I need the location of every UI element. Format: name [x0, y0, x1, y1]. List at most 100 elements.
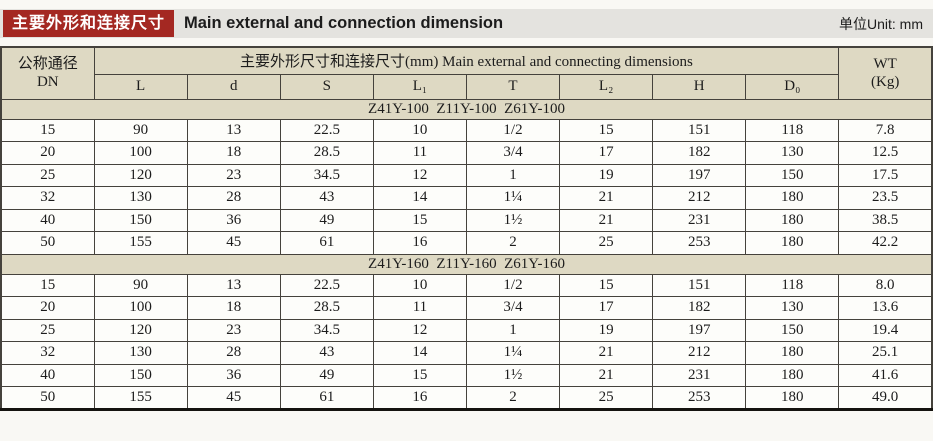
table-cell: 212 [652, 186, 747, 210]
column-header-dn-cn: 公称通径 [17, 55, 78, 72]
column-header-l2: L₂ [559, 73, 654, 100]
table-row: 40 150 36 49 15 1½ 21 231 180 38.5 [0, 208, 933, 232]
table-cell: 2 [465, 386, 561, 410]
table-cell: 15 [559, 273, 654, 297]
unit-label: 单位Unit: mm [839, 15, 923, 32]
dimension-table: 公称通径 DN 主要外形尺寸和连接尺寸(mm) Main external an… [0, 46, 933, 411]
table-cell: 10 [372, 118, 467, 142]
table-cell: 21 [559, 341, 654, 365]
table-cell: 15 [559, 118, 654, 142]
table-row: 50 155 45 61 16 2 25 253 180 49.0 [0, 386, 933, 410]
table-cell: 20 [0, 141, 95, 165]
column-header-wt-label: WT [873, 55, 897, 72]
table-cell: 1¼ [465, 341, 561, 365]
table-cell: 28 [186, 341, 281, 365]
table-cell: 13.6 [838, 296, 933, 320]
table-cell: 18 [186, 296, 281, 320]
table-row: 32 130 28 43 14 1¼ 21 212 180 23.5 [0, 186, 933, 210]
table-cell: 120 [93, 318, 188, 342]
table-cell: 212 [652, 341, 747, 365]
table-cell: 22.5 [279, 273, 374, 297]
table-cell: 8.0 [838, 273, 933, 297]
table-cell: 34.5 [279, 318, 374, 342]
table-cell: 155 [93, 386, 188, 410]
column-header-d0: D₀ [745, 73, 840, 100]
table-cell: 3/4 [465, 296, 561, 320]
column-header-dn: 公称通径 DN [0, 46, 95, 100]
table-cell: 2 [465, 231, 561, 255]
section-title-row: Z41Y-160 Z11Y-160 Z61Y-160 [0, 253, 933, 275]
table-row: 25 120 23 34.5 12 1 19 197 150 19.4 [0, 318, 933, 342]
table-cell: 231 [652, 363, 747, 387]
table-cell: 61 [279, 231, 374, 255]
table-cell: 22.5 [279, 118, 374, 142]
page-title: Main external and connection dimension [184, 14, 504, 32]
table-cell: 43 [279, 186, 374, 210]
table-row: 32 130 28 43 14 1¼ 21 212 180 25.1 [0, 341, 933, 365]
column-header-l1: L₁ [372, 73, 467, 100]
table-cell: 15 [372, 208, 467, 232]
header-row-1: 公称通径 DN 主要外形尺寸和连接尺寸(mm) Main external an… [0, 46, 933, 100]
table-cell: 197 [652, 163, 747, 187]
table-cell: 21 [559, 186, 654, 210]
table-row: 15 90 13 22.5 10 1/2 15 151 118 7.8 [0, 118, 933, 142]
table-cell: 12 [372, 318, 467, 342]
table-cell: 32 [0, 186, 95, 210]
table-cell: 25 [559, 386, 654, 410]
table-cell: 40 [0, 208, 95, 232]
table-cell: 150 [745, 318, 840, 342]
table-cell: 100 [93, 141, 188, 165]
table-cell: 1½ [465, 363, 561, 387]
table-cell: 1 [465, 318, 561, 342]
table-cell: 49 [279, 208, 374, 232]
column-header-h: H [652, 73, 747, 100]
table-cell: 10 [372, 273, 467, 297]
table-cell: 15 [372, 363, 467, 387]
table-cell: 1/2 [465, 273, 561, 297]
table-row: 20 100 18 28.5 11 3/4 17 182 130 12.5 [0, 141, 933, 165]
table-cell: 13 [186, 118, 281, 142]
table-cell: 182 [652, 296, 747, 320]
table-cell: 180 [745, 208, 840, 232]
table-cell: 43 [279, 341, 374, 365]
table-cell: 3/4 [465, 141, 561, 165]
table-cell: 1½ [465, 208, 561, 232]
header-row-2: L d S L₁ T L₂ H D₀ [1, 73, 932, 100]
table-cell: 253 [652, 231, 747, 255]
table-cell: 25.1 [838, 341, 933, 365]
section-title: Z41Y-100 Z11Y-100 Z61Y-100 [0, 98, 933, 120]
table-cell: 120 [93, 163, 188, 187]
table-cell: 17 [559, 296, 654, 320]
table-cell: 14 [372, 186, 467, 210]
table-cell: 41.6 [838, 363, 933, 387]
column-group-header: 主要外形尺寸和连接尺寸(mm) Main external and connec… [93, 46, 840, 75]
table-cell: 36 [186, 208, 281, 232]
table-cell: 100 [93, 296, 188, 320]
table-cell: 130 [745, 296, 840, 320]
table-cell: 130 [93, 186, 188, 210]
table-cell: 25 [559, 231, 654, 255]
section-title: Z41Y-160 Z11Y-160 Z61Y-160 [0, 253, 933, 275]
table-cell: 180 [745, 341, 840, 365]
table-cell: 150 [745, 163, 840, 187]
table-cell: 28 [186, 186, 281, 210]
table-cell: 11 [372, 141, 467, 165]
table-cell: 130 [93, 341, 188, 365]
table-cell: 90 [93, 118, 188, 142]
table-cell: 28.5 [279, 296, 374, 320]
table-cell: 17 [559, 141, 654, 165]
column-header-wt-unit: (Kg) [871, 74, 900, 91]
table-cell: 16 [372, 386, 467, 410]
table-cell: 14 [372, 341, 467, 365]
column-header-dn-en: DN [36, 74, 59, 91]
table-cell: 12.5 [838, 141, 933, 165]
column-header-s: S [279, 73, 374, 100]
table-cell: 25 [0, 318, 95, 342]
table-cell: 38.5 [838, 208, 933, 232]
table-cell: 13 [186, 273, 281, 297]
table-cell: 1/2 [465, 118, 561, 142]
table-row: 15 90 13 22.5 10 1/2 15 151 118 8.0 [0, 273, 933, 297]
table-cell: 42.2 [838, 231, 933, 255]
table-cell: 36 [186, 363, 281, 387]
table-cell: 28.5 [279, 141, 374, 165]
